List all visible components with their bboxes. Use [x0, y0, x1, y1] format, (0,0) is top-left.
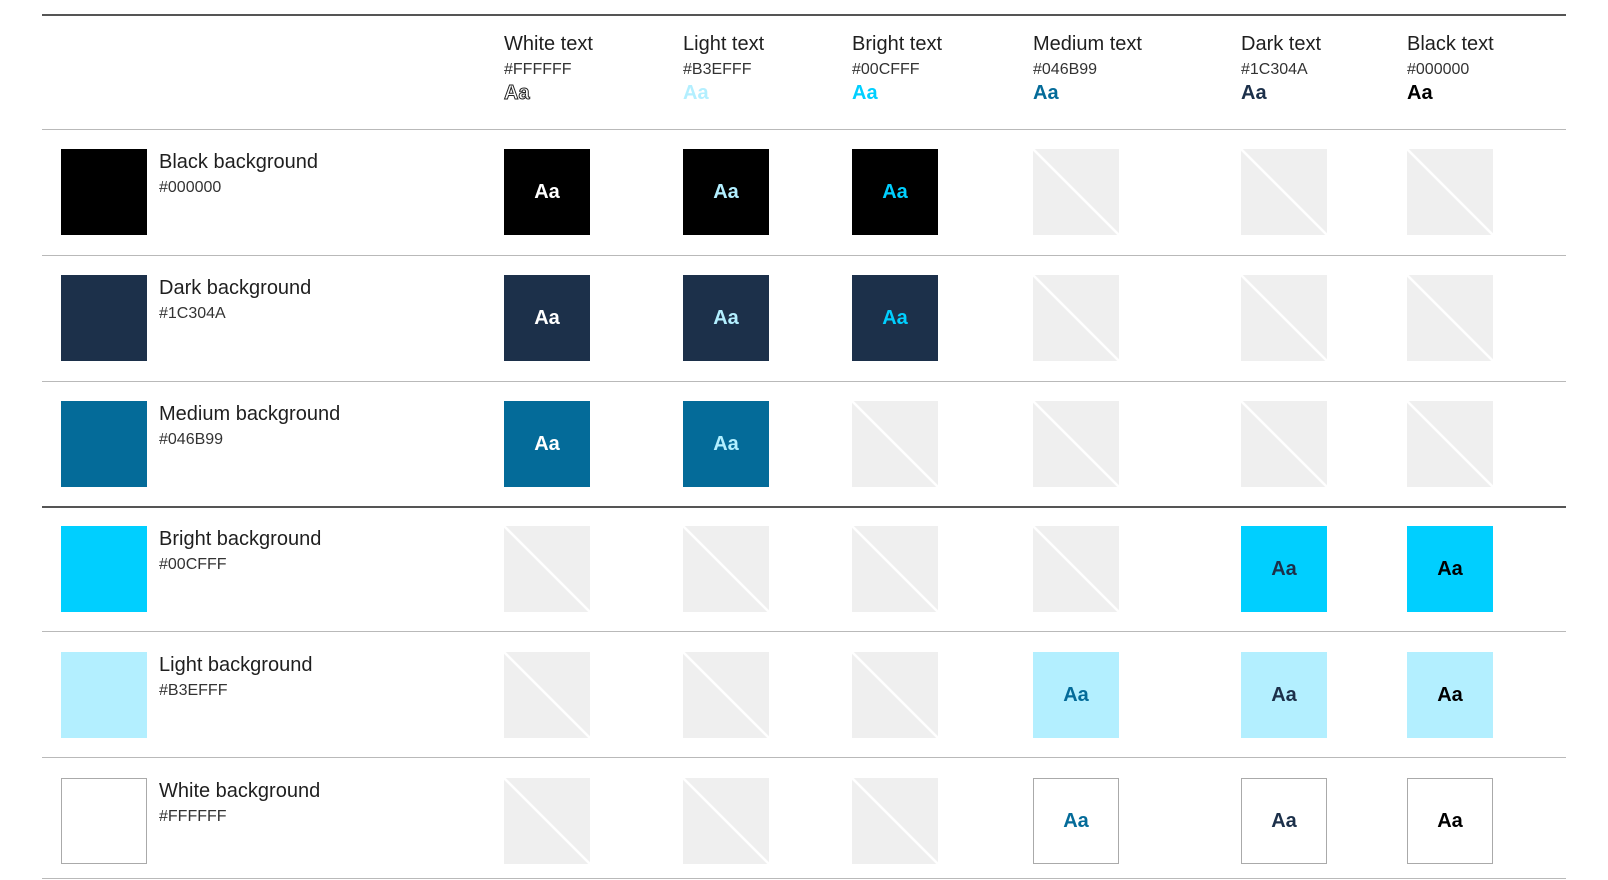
not-allowed-cell — [1033, 149, 1119, 235]
not-allowed-cell — [1241, 149, 1327, 235]
row-label-white: White background #FFFFFF — [159, 779, 479, 827]
not-allowed-cell — [1241, 275, 1327, 361]
contrast-sample-cell: Aa — [1033, 778, 1119, 864]
row-hex: #FFFFFF — [159, 808, 227, 825]
row-divider — [42, 631, 1566, 632]
row-title: Light background — [159, 654, 313, 676]
column-sample-text: Aa — [504, 82, 531, 105]
row-hex: #1C304A — [159, 305, 226, 322]
row-title: Dark background — [159, 277, 312, 299]
column-hex: #1C304A — [1241, 61, 1308, 78]
column-hex: #000000 — [1407, 61, 1470, 78]
not-allowed-cell — [852, 778, 938, 864]
column-sample-text: Aa — [1407, 82, 1433, 104]
not-allowed-cell — [504, 778, 590, 864]
contrast-sample-cell: Aa — [1407, 652, 1493, 738]
not-allowed-cell — [1407, 401, 1493, 487]
row-label-dark: Dark background #1C304A — [159, 276, 479, 324]
contrast-sample-cell: Aa — [683, 401, 769, 487]
row-title: Bright background — [159, 528, 322, 550]
row-hex: #B3EFFF — [159, 682, 228, 699]
column-header-bright: Bright text #00CFFF Aa — [852, 32, 1022, 105]
column-sample-text: Aa — [683, 82, 709, 104]
row-hex: #000000 — [159, 179, 222, 196]
column-header-black: Black text #000000 Aa — [1407, 32, 1577, 105]
column-header-medium: Medium text #046B99 Aa — [1033, 32, 1203, 105]
column-hex: #046B99 — [1033, 61, 1098, 78]
contrast-sample-cell: Aa — [1407, 778, 1493, 864]
not-allowed-cell — [1407, 275, 1493, 361]
row-label-medium: Medium background #046B99 — [159, 402, 479, 450]
row-divider — [42, 14, 1566, 16]
column-hex: #FFFFFF — [504, 61, 572, 78]
not-allowed-cell — [1033, 526, 1119, 612]
not-allowed-cell — [683, 652, 769, 738]
not-allowed-cell — [1033, 275, 1119, 361]
not-allowed-cell — [852, 526, 938, 612]
contrast-sample-cell: Aa — [1241, 526, 1327, 612]
row-divider — [42, 381, 1566, 382]
column-title: Dark text — [1241, 33, 1322, 55]
background-swatch-light — [61, 652, 147, 738]
column-hex: #B3EFFF — [683, 61, 752, 78]
contrast-sample-cell: Aa — [1033, 652, 1119, 738]
row-label-light: Light background #B3EFFF — [159, 653, 479, 701]
row-title: Medium background — [159, 403, 341, 425]
column-sample-text: Aa — [1241, 82, 1267, 104]
contrast-sample-cell: Aa — [683, 275, 769, 361]
column-title: White text — [504, 33, 593, 55]
row-title: Black background — [159, 151, 318, 173]
not-allowed-cell — [852, 652, 938, 738]
column-sample-text: Aa — [852, 82, 878, 104]
column-hex: #00CFFF — [852, 61, 920, 78]
contrast-sample-cell: Aa — [504, 275, 590, 361]
contrast-sample-cell: Aa — [1407, 526, 1493, 612]
row-hex: #046B99 — [159, 431, 224, 448]
not-allowed-cell — [683, 526, 769, 612]
not-allowed-cell — [504, 526, 590, 612]
contrast-sample-cell: Aa — [504, 401, 590, 487]
row-label-black: Black background #000000 — [159, 150, 479, 198]
row-divider — [42, 506, 1566, 508]
background-swatch-dark — [61, 275, 147, 361]
column-title: Bright text — [852, 33, 943, 55]
not-allowed-cell — [1033, 401, 1119, 487]
column-header-light: Light text #B3EFFF Aa — [683, 32, 853, 105]
contrast-sample-cell: Aa — [852, 149, 938, 235]
column-title: Light text — [683, 33, 765, 55]
not-allowed-cell — [1241, 401, 1327, 487]
row-divider — [42, 757, 1566, 758]
row-divider — [42, 129, 1566, 130]
contrast-sample-cell: Aa — [1241, 778, 1327, 864]
contrast-sample-cell: Aa — [852, 275, 938, 361]
not-allowed-cell — [852, 401, 938, 487]
background-swatch-white — [61, 778, 147, 864]
not-allowed-cell — [683, 778, 769, 864]
row-title: White background — [159, 780, 321, 802]
row-label-bright: Bright background #00CFFF — [159, 527, 479, 575]
column-header-white: White text #FFFFFF Aa — [504, 32, 674, 105]
contrast-sample-cell: Aa — [1241, 652, 1327, 738]
column-title: Medium text — [1033, 33, 1142, 55]
column-header-dark: Dark text #1C304A Aa — [1241, 32, 1411, 105]
background-swatch-medium — [61, 401, 147, 487]
not-allowed-cell — [1407, 149, 1493, 235]
contrast-sample-cell: Aa — [683, 149, 769, 235]
column-sample-text: Aa — [1033, 82, 1059, 104]
row-divider — [42, 255, 1566, 256]
column-title: Black text — [1407, 33, 1494, 55]
row-hex: #00CFFF — [159, 556, 227, 573]
contrast-sample-cell: Aa — [504, 149, 590, 235]
row-divider — [42, 878, 1566, 879]
background-swatch-black — [61, 149, 147, 235]
background-swatch-bright — [61, 526, 147, 612]
not-allowed-cell — [504, 652, 590, 738]
